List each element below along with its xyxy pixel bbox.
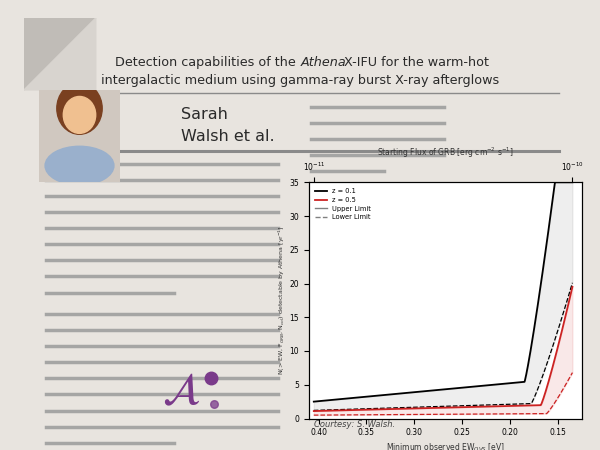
Text: X-IFU for the warm-hot: X-IFU for the warm-hot xyxy=(340,56,489,69)
Text: $\mathcal{A}$: $\mathcal{A}$ xyxy=(162,371,200,414)
Polygon shape xyxy=(24,18,96,90)
Legend: z = 0.1, z = 0.5, Upper Limit, Lower Limit: z = 0.1, z = 0.5, Upper Limit, Lower Lim… xyxy=(313,185,374,223)
Text: Detection capabilities of the: Detection capabilities of the xyxy=(115,56,300,69)
Polygon shape xyxy=(24,18,96,90)
Text: Athena: Athena xyxy=(301,56,347,69)
X-axis label: Starting Flux of GRB [erg cm$^{-2}$ s$^{-1}$]: Starting Flux of GRB [erg cm$^{-2}$ s$^{… xyxy=(377,145,514,160)
Text: Sarah
Walsh et al.: Sarah Walsh et al. xyxy=(181,107,275,144)
Circle shape xyxy=(57,83,102,134)
Text: Courtesy: S. Walsh.: Courtesy: S. Walsh. xyxy=(314,420,395,429)
X-axis label: Minimum observed EW$_{OVS}$ [eV]: Minimum observed EW$_{OVS}$ [eV] xyxy=(386,441,505,450)
Text: intergalactic medium using gamma-ray burst X-ray afterglows: intergalactic medium using gamma-ray bur… xyxy=(101,74,499,87)
FancyBboxPatch shape xyxy=(39,90,120,182)
Ellipse shape xyxy=(45,146,114,185)
Circle shape xyxy=(64,96,96,133)
Y-axis label: N(> EW, F$_{GRB}$, N$_{col}$) detectable by Athena [yr$^{-1}$]: N(> EW, F$_{GRB}$, N$_{col}$) detectable… xyxy=(277,225,287,375)
